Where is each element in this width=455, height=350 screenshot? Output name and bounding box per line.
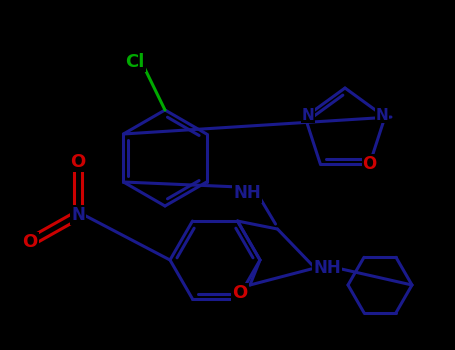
Text: O: O <box>363 155 377 173</box>
Text: N: N <box>71 206 85 224</box>
Text: NH: NH <box>313 259 341 277</box>
Text: O: O <box>233 284 248 302</box>
Text: O: O <box>22 233 38 251</box>
Text: Cl: Cl <box>125 53 145 71</box>
Text: NH: NH <box>233 184 261 202</box>
Text: N: N <box>375 107 388 122</box>
Text: N: N <box>302 107 314 122</box>
Text: O: O <box>71 153 86 171</box>
